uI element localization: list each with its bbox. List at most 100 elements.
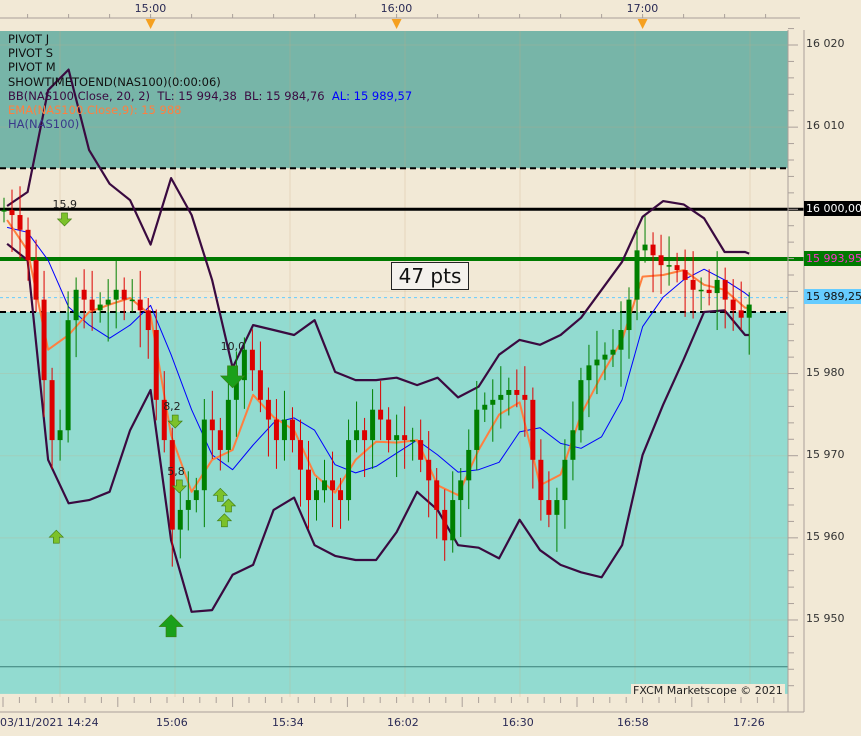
- candle-body: [161, 399, 167, 441]
- candle-body: [714, 279, 720, 294]
- bb-lower-line: [6, 242, 750, 613]
- x-tick-label: 15:34: [272, 716, 304, 729]
- candle-body: [370, 409, 376, 441]
- candle-body: [634, 250, 640, 300]
- candle-body: [434, 480, 440, 510]
- candle-body: [706, 289, 712, 294]
- legend-time-to-end[interactable]: SHOWTIMETOEND(NAS100)(0:00:06): [8, 74, 221, 89]
- candle-body: [314, 490, 320, 501]
- candle-body: [97, 304, 103, 311]
- candle-body: [201, 419, 207, 491]
- candle-body: [185, 500, 191, 510]
- candle-body: [49, 380, 55, 441]
- candle-body: [594, 359, 600, 366]
- candle-body: [642, 244, 648, 251]
- time-marker-icon: [637, 19, 648, 29]
- time-marker-icon: [391, 19, 402, 29]
- candle-body: [562, 459, 568, 501]
- pivot-zone-1: [0, 311, 788, 694]
- candle-body: [514, 389, 520, 395]
- candle-body: [650, 244, 656, 256]
- candle-body: [1, 210, 7, 212]
- candle-body: [113, 289, 119, 300]
- legend-pivot-s[interactable]: PIVOT S: [8, 46, 54, 61]
- candle-body: [129, 299, 135, 302]
- candle-body: [177, 509, 183, 530]
- candle-body: [81, 289, 87, 300]
- candle-body: [289, 419, 295, 441]
- candle-body: [402, 435, 408, 441]
- price-tag-pivot-green: 15 993,95: [804, 251, 861, 266]
- candle-body: [297, 440, 303, 470]
- candle-body: [273, 419, 279, 441]
- candle-body: [322, 480, 328, 491]
- x-tick-label: 16:30: [502, 716, 534, 729]
- candle-body: [354, 430, 360, 441]
- top-time-label: 15:00: [134, 2, 167, 15]
- candle-body: [698, 289, 704, 292]
- signal-label: 15,9: [52, 197, 78, 211]
- legend-bb[interactable]: BB(NAS100.Close, 20, 2) TL: 15 994,38 BL…: [8, 89, 412, 103]
- legend-pivot-j[interactable]: PIVOT J: [8, 32, 50, 46]
- y-tick-label: 15 960: [806, 529, 845, 543]
- candle-body: [193, 490, 199, 501]
- candle-body: [233, 380, 239, 400]
- candle-body: [33, 260, 39, 300]
- y-tick-label: 16 020: [806, 37, 845, 50]
- x-tick-label: 16:02: [387, 716, 419, 729]
- price-tag-current: 15 989,25: [804, 289, 861, 304]
- x-tick-label: 15:06: [156, 716, 188, 729]
- pivot-zones: [0, 31, 788, 697]
- candle-body: [209, 419, 215, 431]
- range-points-label[interactable]: 47 pts: [391, 262, 469, 290]
- candle-body: [530, 399, 536, 460]
- candle-body: [426, 459, 432, 481]
- candle-body: [17, 215, 23, 230]
- y-tick-label: 15 950: [806, 611, 845, 625]
- bb-upper-line: [6, 68, 750, 399]
- candle-body: [73, 289, 79, 321]
- y-tick-label: 15 970: [806, 447, 845, 461]
- candle-body: [570, 430, 576, 460]
- candle-body: [386, 419, 392, 441]
- candle-body: [618, 330, 624, 350]
- signal-arrows: [48, 212, 246, 638]
- candle-body: [586, 365, 592, 381]
- candle-body: [674, 265, 680, 271]
- candle-body: [546, 500, 552, 515]
- x-tick-label: 16:58: [617, 716, 649, 729]
- candle-body: [410, 440, 416, 442]
- copyright-label: FXCM Marketscope © 2021: [631, 684, 785, 697]
- candle-body: [578, 380, 584, 431]
- arrow-up-icon: [220, 498, 237, 513]
- legend-ema[interactable]: EMA(NAS100.Close,9): 15 988: [8, 103, 182, 118]
- arrow-up-icon: [212, 487, 229, 502]
- candle-body: [730, 299, 736, 311]
- legend-ha[interactable]: HA(NAS100): [8, 117, 80, 132]
- candle-body: [610, 349, 616, 355]
- legend-pivot-m[interactable]: PIVOT M: [8, 60, 56, 75]
- arrow-up-icon: [216, 513, 233, 528]
- price-tag-16000: 16 000,00: [804, 201, 861, 216]
- candle-body: [490, 399, 496, 405]
- arrow-down-icon: [171, 479, 188, 494]
- candle-body: [217, 430, 223, 450]
- grid-lines: [0, 31, 788, 697]
- candle-body: [474, 409, 480, 450]
- candle-body: [378, 409, 384, 420]
- candle-body: [241, 349, 247, 381]
- candle-body: [682, 270, 688, 280]
- x-tick-label: 17:26: [733, 716, 765, 729]
- bb-tl: TL: 15 994,38: [157, 88, 237, 103]
- bb-name: BB(NAS100.Close, 20, 2): [8, 88, 151, 103]
- candle-body: [442, 509, 448, 541]
- arrow-down-icon: [56, 212, 73, 227]
- candles: [1, 186, 752, 567]
- top-time-label: 17:00: [626, 2, 659, 15]
- arrow-up-icon: [48, 529, 65, 544]
- candle-body: [145, 310, 151, 331]
- candle-body: [554, 500, 560, 515]
- signal-label: 8,2: [163, 400, 181, 414]
- candle-body: [738, 310, 744, 318]
